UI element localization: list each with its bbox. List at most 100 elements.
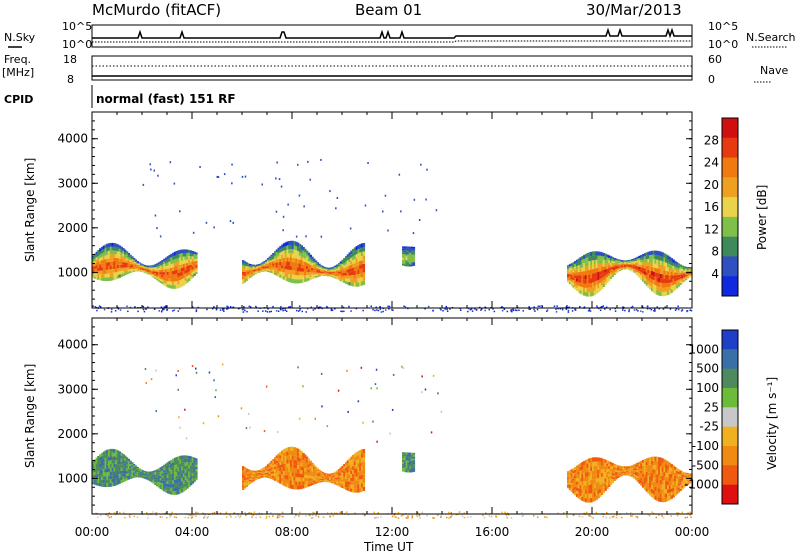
echo-cell — [325, 478, 328, 480]
echo-cell — [567, 266, 570, 269]
echo-cell — [584, 262, 588, 267]
echo-cell — [109, 265, 113, 270]
echo-cell — [305, 262, 309, 266]
echo-cell — [661, 261, 664, 266]
echo-cell — [667, 291, 670, 295]
echo-cell — [300, 473, 303, 478]
echo-cell — [102, 259, 106, 264]
echo-cell — [575, 475, 579, 479]
echo-cell — [629, 469, 632, 471]
echo-cell — [150, 476, 154, 478]
colorbar-swatch — [722, 177, 738, 198]
echo-cell — [679, 480, 682, 483]
echo-cell — [279, 452, 282, 456]
echo-cell — [97, 264, 100, 268]
echo-cell — [572, 468, 575, 471]
echo-cell — [634, 473, 638, 476]
echo-cell — [592, 461, 595, 467]
echo-cell — [266, 269, 270, 271]
echo-cell — [583, 465, 586, 470]
echo-cell — [111, 254, 114, 258]
echo-cell — [584, 292, 588, 297]
echo-cell — [570, 283, 573, 286]
echo-cell — [272, 257, 275, 260]
echo-cell — [143, 471, 146, 473]
echo-cell — [341, 268, 344, 271]
echo-cell — [675, 264, 679, 268]
echo-cell — [181, 268, 184, 272]
scatter-point — [150, 168, 152, 171]
echo-cell — [286, 245, 289, 250]
echo-cell — [145, 476, 148, 478]
echo-cell — [291, 253, 295, 258]
echo-cell — [166, 465, 170, 469]
echo-cell — [654, 267, 657, 273]
echo-cell — [270, 262, 273, 264]
echo-cell — [304, 268, 307, 272]
echo-cell — [597, 271, 600, 276]
echo-cell — [360, 470, 364, 475]
echo-cell — [618, 471, 622, 473]
echo-cell — [302, 470, 305, 475]
echo-cell — [116, 254, 120, 259]
echo-cell — [147, 268, 150, 270]
echo-cell — [343, 275, 346, 278]
echo-cell — [258, 264, 261, 265]
echo-cell — [345, 487, 348, 490]
echo-cell — [604, 459, 607, 463]
echo-cell — [118, 474, 122, 478]
echo-cell — [316, 471, 319, 473]
echo-cell — [409, 468, 412, 471]
echo-cell — [300, 481, 303, 486]
echo-cell — [403, 466, 407, 469]
echo-cell — [182, 462, 186, 467]
echo-cell — [588, 287, 591, 293]
echo-cell — [659, 466, 663, 471]
echo-cell — [403, 256, 407, 259]
echo-cell — [604, 253, 607, 257]
echo-cell — [403, 460, 407, 463]
echo-cell — [250, 472, 254, 475]
echo-cell — [111, 482, 114, 487]
freq-tick-top: 18 — [63, 53, 77, 66]
scatter-point — [392, 309, 394, 311]
echo-cell — [181, 253, 184, 257]
echo-cell — [141, 477, 145, 479]
echo-cell — [679, 484, 682, 487]
echo-cell — [150, 268, 154, 270]
echo-cell — [611, 268, 614, 271]
echo-cell — [122, 473, 125, 477]
echo-cell — [325, 474, 328, 476]
echo-cell — [93, 268, 97, 272]
echo-cell — [584, 468, 588, 473]
echo-cell — [622, 469, 625, 471]
echo-cell — [288, 265, 291, 270]
echo-cell — [115, 261, 118, 266]
echo-cell — [412, 466, 416, 469]
nsky-series — [92, 27, 692, 39]
echo-cell — [588, 261, 591, 266]
echo-cell — [166, 284, 170, 288]
echo-cell — [104, 450, 107, 455]
echo-cell — [129, 269, 132, 272]
echo-cell — [604, 281, 607, 285]
echo-cell — [595, 285, 598, 290]
scatter-point — [268, 311, 271, 313]
echo-cell — [261, 475, 264, 477]
echo-cell — [258, 268, 261, 270]
echo-cell — [314, 476, 318, 479]
echo-cell — [309, 277, 312, 280]
echo-cell — [136, 270, 139, 272]
echo-cell — [274, 255, 277, 259]
scatter-point — [379, 308, 382, 311]
echo-cell — [323, 477, 327, 479]
echo-cell — [92, 461, 95, 464]
echo-cell — [690, 480, 693, 482]
echo-cell — [590, 256, 593, 261]
echo-cell — [163, 488, 166, 492]
echo-cell — [686, 275, 689, 277]
echo-cell — [599, 263, 602, 268]
echo-cell — [175, 273, 178, 278]
echo-cell — [350, 250, 353, 255]
scatter-point — [642, 311, 644, 313]
